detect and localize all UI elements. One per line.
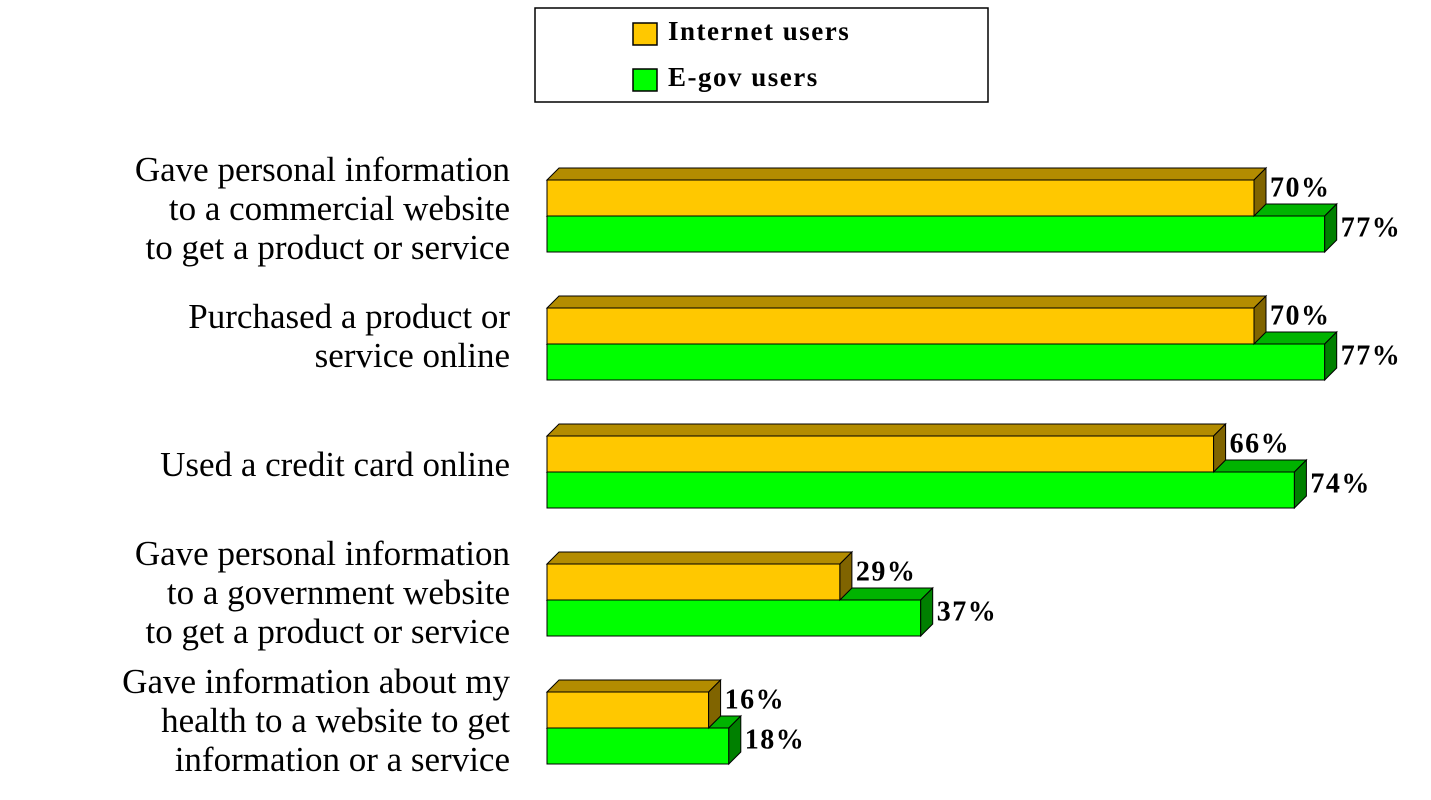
category-label: Purchased a product or service online bbox=[188, 297, 510, 375]
bar-front bbox=[546, 179, 1255, 217]
value-label: 70% bbox=[1270, 172, 1331, 203]
bar-side bbox=[728, 714, 742, 766]
bar-front bbox=[546, 307, 1255, 345]
bar-front bbox=[546, 435, 1215, 473]
bar-front bbox=[546, 343, 1326, 381]
category-label: Gave personal information to a governmen… bbox=[134, 533, 510, 651]
category-label: Used a credit card online bbox=[160, 444, 510, 484]
bar-front bbox=[546, 215, 1326, 253]
value-label: 29% bbox=[856, 556, 917, 587]
bar-top bbox=[545, 679, 722, 693]
value-label: 74% bbox=[1310, 468, 1371, 499]
bar-front bbox=[546, 691, 710, 729]
bar-front bbox=[546, 563, 841, 601]
bar-side bbox=[1253, 294, 1267, 346]
bar-side bbox=[1293, 458, 1307, 510]
bar-top bbox=[545, 423, 1227, 437]
value-label: 16% bbox=[725, 684, 786, 715]
bar-side bbox=[1324, 330, 1338, 382]
bar-side bbox=[839, 550, 853, 602]
value-label: 18% bbox=[745, 724, 806, 755]
bar-side bbox=[1213, 422, 1227, 474]
legend-swatch bbox=[632, 68, 658, 92]
legend-box bbox=[534, 7, 989, 103]
value-label: 77% bbox=[1341, 212, 1402, 243]
value-label: 77% bbox=[1341, 340, 1402, 371]
bar-front bbox=[546, 599, 922, 637]
bar bbox=[545, 294, 1268, 346]
category-label: Gave information about my health to a we… bbox=[122, 661, 510, 779]
bar-side bbox=[1253, 166, 1267, 218]
bar bbox=[545, 166, 1268, 218]
bar bbox=[545, 550, 854, 602]
bar bbox=[545, 678, 722, 730]
value-label: 66% bbox=[1230, 428, 1291, 459]
bar-side bbox=[1324, 202, 1338, 254]
bar-top bbox=[545, 295, 1268, 309]
bar-side bbox=[920, 586, 934, 638]
legend-label: Internet users bbox=[668, 16, 850, 46]
bar-front bbox=[546, 727, 730, 765]
bar bbox=[545, 422, 1227, 474]
value-label: 37% bbox=[937, 596, 998, 627]
bar-top bbox=[545, 551, 854, 565]
value-label: 70% bbox=[1270, 300, 1331, 331]
bar-top bbox=[545, 167, 1268, 181]
bar-side bbox=[708, 678, 722, 730]
bar-front bbox=[546, 471, 1295, 509]
legend-label: E-gov users bbox=[668, 62, 819, 92]
legend-swatch bbox=[632, 22, 658, 46]
category-label: Gave personal information to a commercia… bbox=[134, 149, 510, 267]
